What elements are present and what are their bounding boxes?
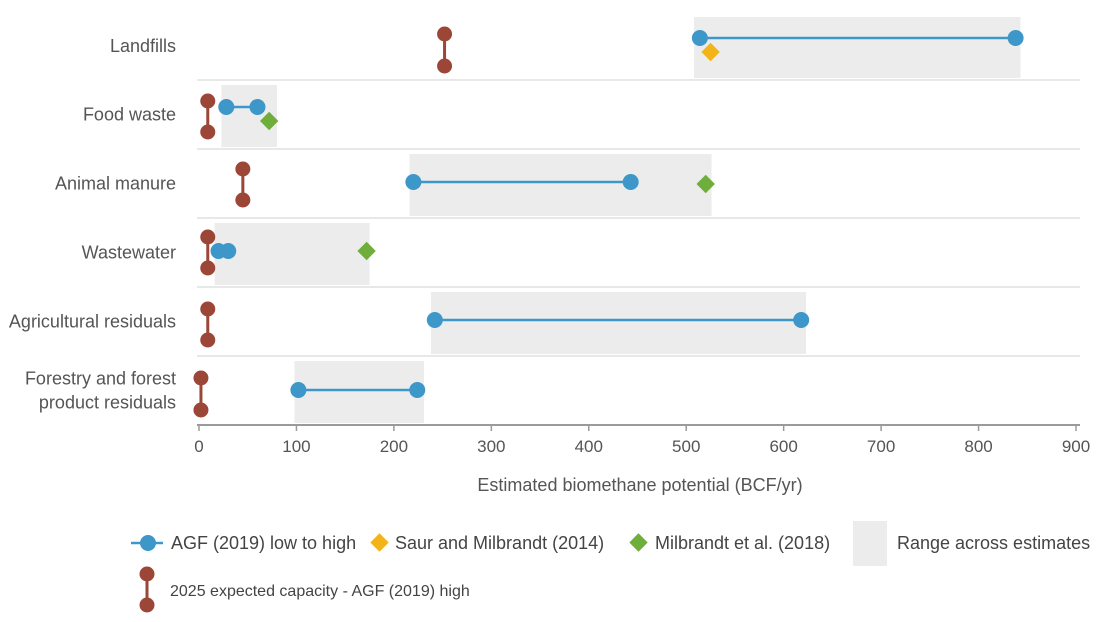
category-label: Agricultural residuals [9, 312, 176, 332]
capacity-top-point [200, 229, 216, 245]
capacity-top-point [437, 26, 453, 42]
x-tick-label: 400 [575, 437, 603, 456]
x-tick-label: 300 [477, 437, 505, 456]
x-tick-label: 500 [672, 437, 700, 456]
capacity-series [193, 26, 453, 418]
capacity-top-point [193, 370, 209, 386]
legend-item-agf-range: AGF (2019) low to high [131, 533, 356, 553]
legend-capacity-label: 2025 expected capacity - AGF (2019) high [170, 583, 470, 600]
agf-low-point [691, 30, 708, 46]
legend-range-label: Range across estimates [897, 533, 1090, 553]
agf-low-point [290, 382, 307, 398]
category-label: Animal manure [55, 174, 176, 194]
legend-capacity-marker-bottom [139, 597, 155, 613]
legend-capacity-marker-top [139, 566, 155, 582]
agf-low-point [426, 312, 443, 328]
capacity-bottom-point [235, 192, 251, 208]
capacity-bottom-point [200, 124, 216, 140]
legend-saur-marker [370, 533, 389, 552]
capacity-bottom-point [437, 58, 453, 74]
legend-milbrandt-label: Milbrandt et al. (2018) [655, 533, 830, 553]
agf-low-point [218, 99, 235, 115]
legend-item-saur: Saur and Milbrandt (2014) [370, 533, 604, 553]
milbrandt-point [259, 111, 279, 131]
range-band [430, 292, 807, 354]
capacity-bottom-point [193, 402, 209, 418]
agf-high-point [793, 312, 810, 328]
range-band [294, 361, 425, 423]
legend-range-swatch [853, 521, 887, 566]
agf-low-point [405, 174, 422, 190]
category-label: Food waste [83, 105, 176, 125]
legend-agf-marker [140, 535, 156, 551]
agf-high-point [249, 99, 266, 115]
legend-item-range: Range across estimates [853, 521, 1090, 566]
category-label: Wastewater [82, 243, 176, 263]
capacity-bottom-point [200, 332, 216, 348]
legend-milbrandt-marker [629, 533, 648, 552]
agf-high-point [220, 243, 237, 259]
capacity-top-point [235, 161, 251, 177]
legend: AGF (2019) low to high Saur and Milbrand… [131, 521, 1090, 613]
estimate-points [259, 42, 720, 261]
category-label: Forestry and forest [25, 369, 176, 389]
range-band [694, 17, 1021, 78]
legend-item-capacity: 2025 expected capacity - AGF (2019) high [139, 566, 470, 613]
saur-point [701, 42, 720, 62]
x-tick-label: 100 [282, 437, 310, 456]
range-band [409, 154, 712, 216]
legend-item-milbrandt: Milbrandt et al. (2018) [629, 533, 830, 553]
x-tick-label: 900 [1062, 437, 1090, 456]
x-tick-label: 700 [867, 437, 895, 456]
agf-high-point [622, 174, 639, 190]
capacity-top-point [200, 93, 216, 109]
range-bands [214, 17, 1021, 423]
legend-saur-label: Saur and Milbrandt (2014) [395, 533, 604, 553]
agf-high-point [1007, 30, 1024, 46]
capacity-top-point [200, 301, 216, 317]
category-label: Landfills [110, 36, 176, 56]
category-labels: Landfills Food waste Animal manure Wastewat… [9, 36, 176, 413]
category-label: product residuals [39, 393, 176, 413]
agf-high-point [409, 382, 426, 398]
row-separators [197, 79, 1080, 357]
x-tick-label: 800 [964, 437, 992, 456]
range-band [214, 223, 370, 285]
legend-agf-label: AGF (2019) low to high [171, 533, 356, 553]
capacity-bottom-point [200, 260, 216, 276]
x-tick-label: 600 [769, 437, 797, 456]
x-tick-label: 200 [380, 437, 408, 456]
agf-range-series [210, 30, 1024, 398]
x-axis-title: Estimated biomethane potential (BCF/yr) [477, 475, 802, 495]
milbrandt-point [696, 174, 715, 194]
milbrandt-point [357, 241, 376, 261]
x-tick-label: 0 [194, 437, 203, 456]
x-axis-ticks: 0 100 200 300 400 500 600 700 800 900 [194, 425, 1090, 456]
